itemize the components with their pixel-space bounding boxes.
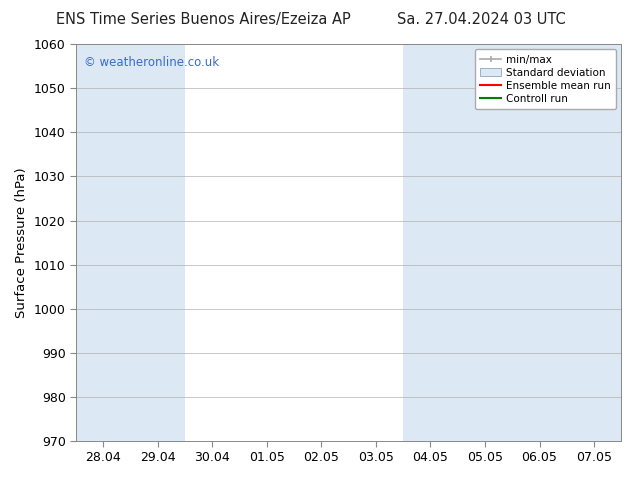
Text: © weatheronline.co.uk: © weatheronline.co.uk [84,56,219,69]
Text: Sa. 27.04.2024 03 UTC: Sa. 27.04.2024 03 UTC [398,12,566,27]
Bar [76,44,185,441]
Legend: min/max, Standard deviation, Ensemble mean run, Controll run: min/max, Standard deviation, Ensemble me… [475,49,616,109]
Y-axis label: Surface Pressure (hPa): Surface Pressure (hPa) [15,167,29,318]
Text: ENS Time Series Buenos Aires/Ezeiza AP: ENS Time Series Buenos Aires/Ezeiza AP [56,12,350,27]
Bar [403,44,621,441]
